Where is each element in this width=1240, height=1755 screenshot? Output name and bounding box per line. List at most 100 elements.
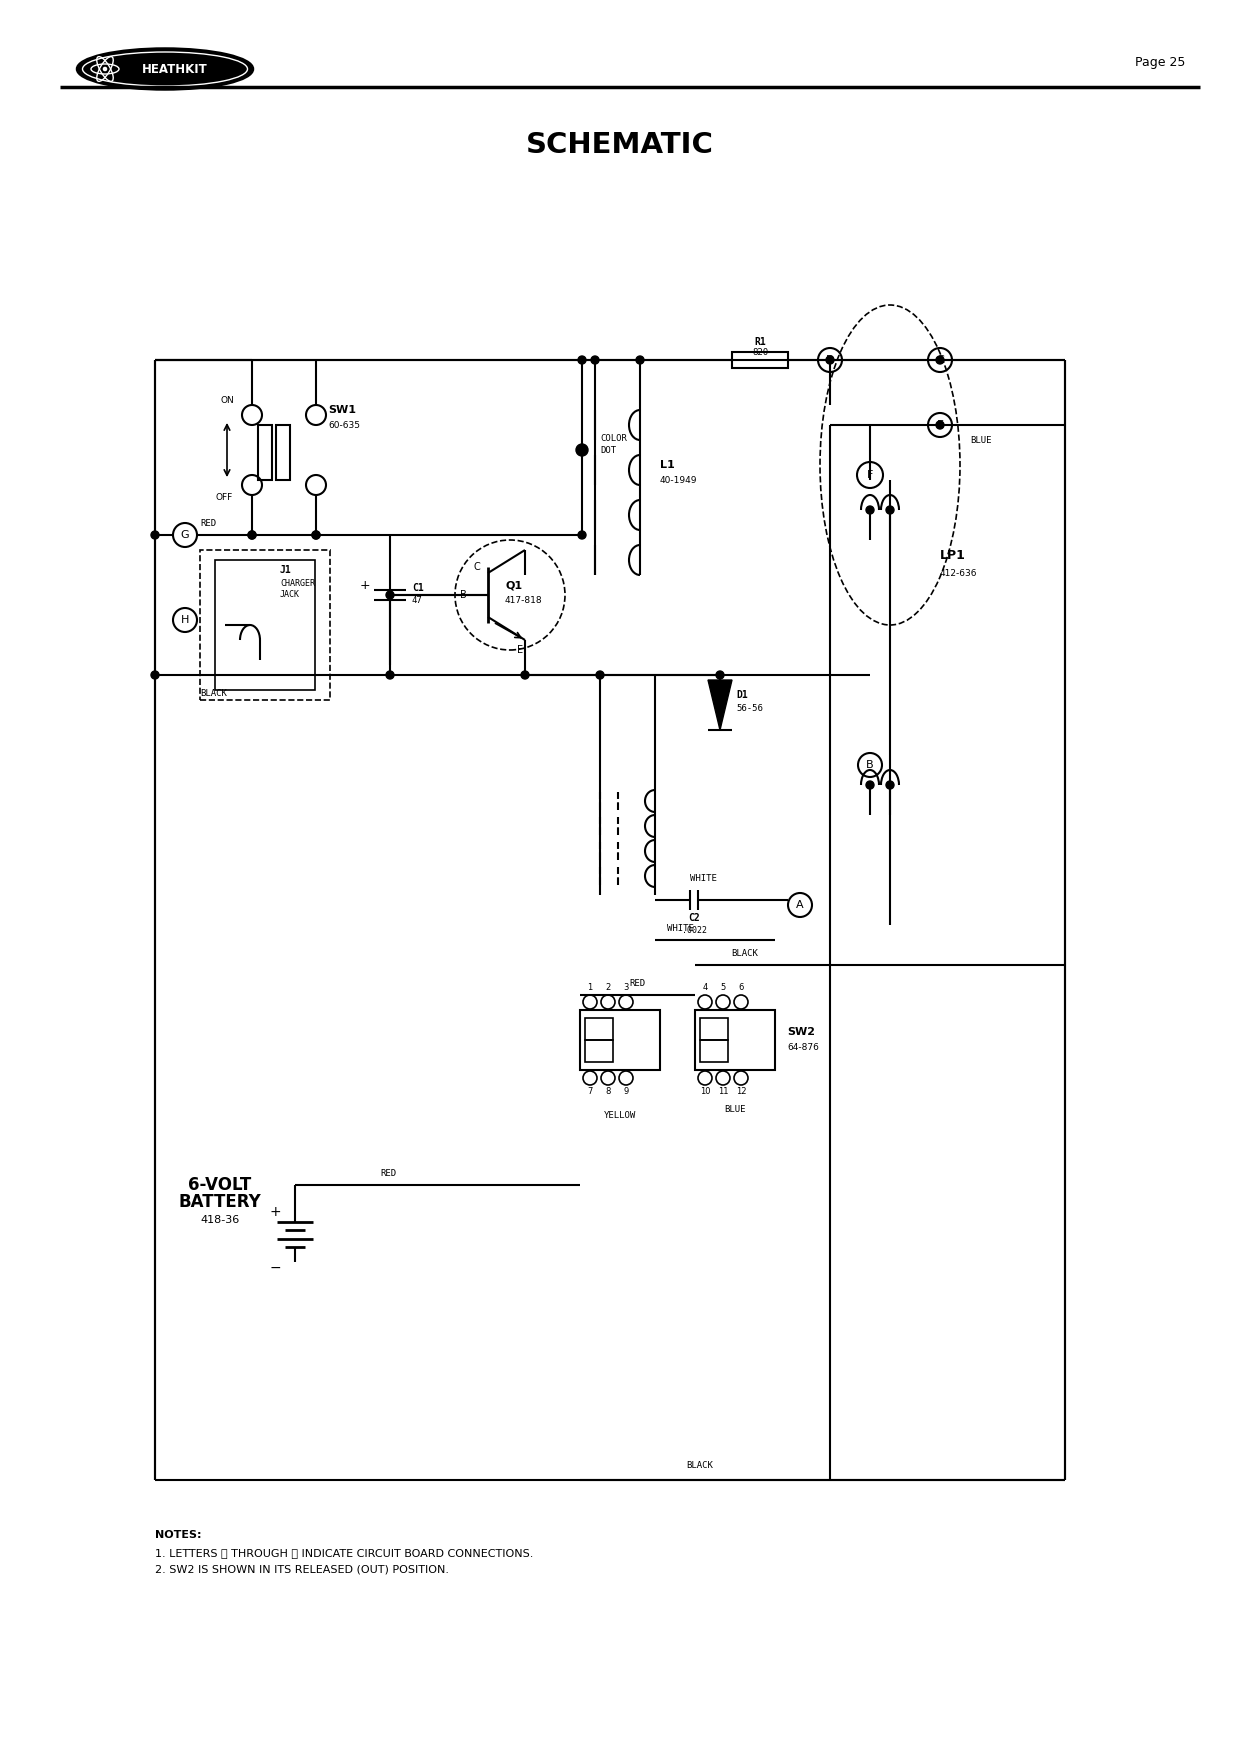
Text: 6-VOLT: 6-VOLT — [188, 1176, 252, 1193]
Text: 2. SW2 IS SHOWN IN ITS RELEASED (OUT) POSITION.: 2. SW2 IS SHOWN IN ITS RELEASED (OUT) PO… — [155, 1565, 449, 1574]
Text: BLACK: BLACK — [687, 1462, 713, 1471]
Bar — [580, 1009, 660, 1071]
Circle shape — [936, 421, 944, 428]
Text: JACK: JACK — [280, 590, 300, 598]
Polygon shape — [708, 679, 732, 730]
Circle shape — [577, 444, 588, 456]
Text: BLACK: BLACK — [200, 688, 227, 697]
Text: 3: 3 — [624, 983, 629, 992]
Circle shape — [887, 781, 894, 790]
Bar — [585, 1041, 613, 1062]
Text: R1: R1 — [754, 337, 766, 347]
Circle shape — [578, 532, 587, 539]
Circle shape — [312, 532, 320, 539]
Text: C1: C1 — [412, 583, 424, 593]
Bar — [732, 353, 787, 369]
Circle shape — [596, 670, 604, 679]
Text: CHARGER: CHARGER — [280, 579, 315, 588]
Circle shape — [826, 356, 835, 363]
Text: HEATHKIT: HEATHKIT — [143, 63, 208, 75]
Text: 64-876: 64-876 — [787, 1044, 818, 1053]
Circle shape — [151, 532, 159, 539]
Text: H: H — [181, 614, 190, 625]
Circle shape — [866, 505, 874, 514]
Text: BLACK: BLACK — [732, 948, 759, 958]
Text: C2: C2 — [688, 913, 699, 923]
Text: RED: RED — [629, 979, 645, 988]
Bar — [701, 1018, 728, 1041]
Circle shape — [521, 670, 529, 679]
Bar — [701, 1041, 728, 1062]
Text: +: + — [360, 579, 371, 591]
Circle shape — [248, 532, 255, 539]
Text: COLOR: COLOR — [600, 433, 627, 442]
Text: B: B — [867, 760, 874, 770]
Text: J1: J1 — [280, 565, 291, 576]
Text: WHITE: WHITE — [667, 923, 693, 932]
Circle shape — [151, 670, 159, 679]
Circle shape — [936, 356, 944, 363]
Text: BATTERY: BATTERY — [179, 1193, 262, 1211]
Text: SCHEMATIC: SCHEMATIC — [526, 132, 714, 160]
Ellipse shape — [83, 53, 248, 86]
Circle shape — [591, 356, 599, 363]
Bar — [277, 425, 290, 481]
Text: RED: RED — [200, 518, 216, 528]
Text: A: A — [796, 900, 804, 911]
Text: 2: 2 — [605, 983, 610, 992]
Text: F: F — [867, 470, 873, 481]
Text: 11: 11 — [718, 1088, 728, 1097]
Text: 6: 6 — [738, 983, 744, 992]
Text: WHITE: WHITE — [689, 874, 717, 883]
Circle shape — [866, 781, 874, 790]
Circle shape — [578, 356, 587, 363]
Text: 417-818: 417-818 — [505, 595, 543, 604]
Text: SW1: SW1 — [329, 405, 356, 414]
Text: Page 25: Page 25 — [1135, 56, 1185, 68]
Circle shape — [248, 532, 255, 539]
Text: 40-1949: 40-1949 — [660, 476, 697, 484]
Text: 10: 10 — [699, 1088, 711, 1097]
Circle shape — [386, 670, 394, 679]
Text: 4: 4 — [702, 983, 708, 992]
Text: YELLOW: YELLOW — [604, 1111, 636, 1120]
Text: NOTES:: NOTES: — [155, 1530, 201, 1539]
Text: G: G — [181, 530, 190, 541]
Text: E: E — [936, 419, 944, 430]
Text: D1: D1 — [737, 690, 748, 700]
Text: 12: 12 — [735, 1088, 746, 1097]
Text: DOT: DOT — [600, 446, 616, 455]
Text: 8: 8 — [605, 1088, 610, 1097]
Bar — [215, 560, 315, 690]
Text: 418-36: 418-36 — [201, 1214, 239, 1225]
Text: ON: ON — [221, 395, 234, 404]
Text: SW2: SW2 — [787, 1027, 815, 1037]
Text: B: B — [460, 590, 466, 600]
Text: −: − — [269, 1262, 280, 1274]
Text: 7: 7 — [588, 1088, 593, 1097]
Circle shape — [715, 670, 724, 679]
Bar — [200, 549, 330, 700]
Text: Q1: Q1 — [505, 579, 522, 590]
Circle shape — [102, 67, 108, 72]
Text: BLUE: BLUE — [724, 1106, 745, 1114]
Text: OFF: OFF — [216, 493, 233, 502]
Text: 9: 9 — [624, 1088, 629, 1097]
Text: RED: RED — [379, 1169, 396, 1178]
Text: 56-56: 56-56 — [737, 704, 763, 713]
Text: E: E — [517, 646, 523, 655]
Bar — [258, 425, 272, 481]
Text: 60-635: 60-635 — [329, 421, 360, 430]
Circle shape — [887, 505, 894, 514]
Text: C: C — [936, 355, 944, 365]
Text: 1: 1 — [588, 983, 593, 992]
Text: 5: 5 — [720, 983, 725, 992]
Circle shape — [636, 356, 644, 363]
Text: LP1: LP1 — [940, 549, 966, 562]
Bar — [585, 1018, 613, 1041]
Text: C: C — [474, 562, 480, 572]
Ellipse shape — [77, 49, 253, 90]
Text: L1: L1 — [660, 460, 675, 470]
Circle shape — [386, 591, 394, 598]
Circle shape — [312, 532, 320, 539]
